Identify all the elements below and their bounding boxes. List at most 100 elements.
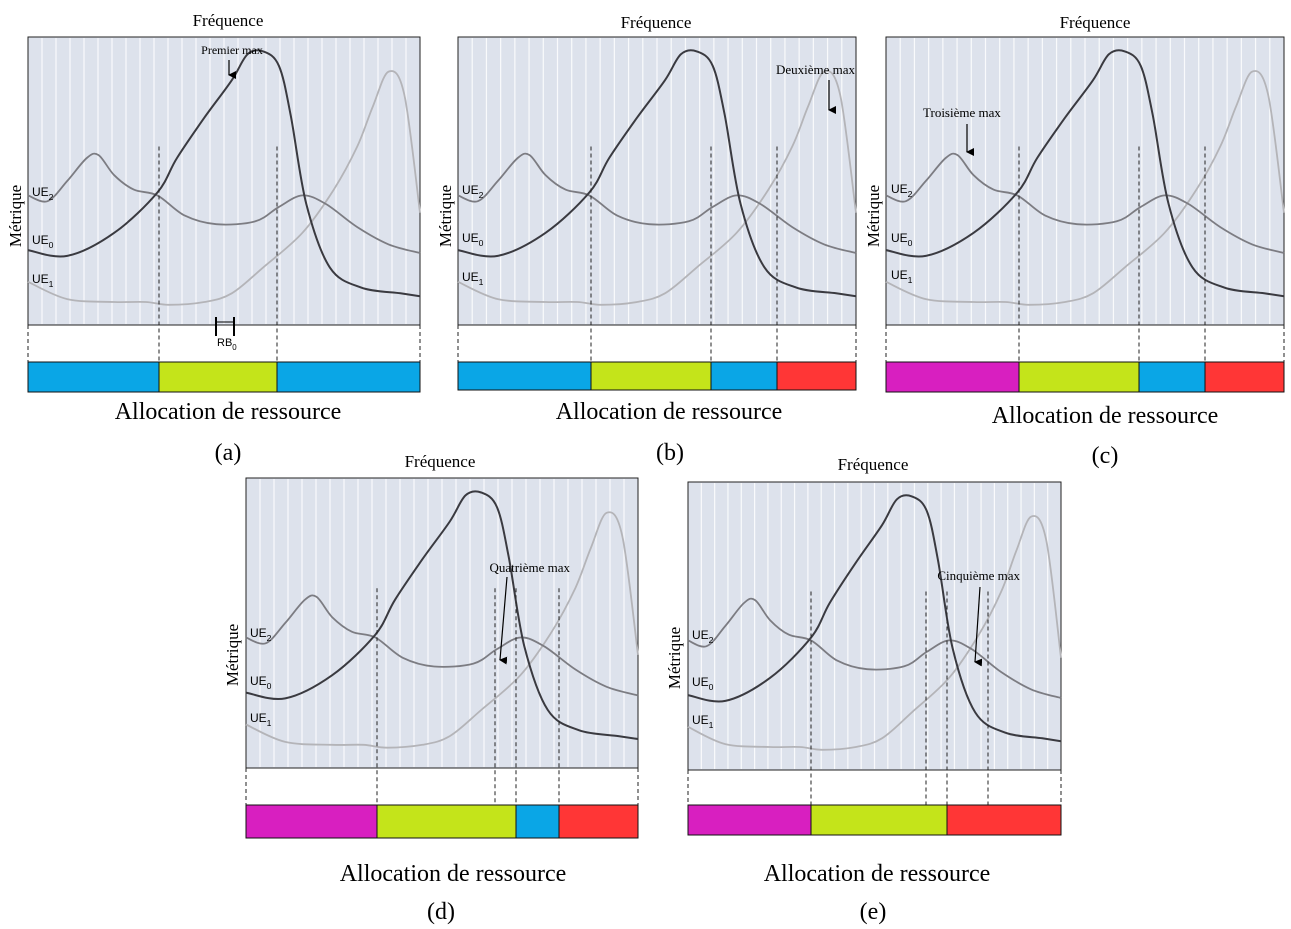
panel-caption: (b) (656, 440, 684, 466)
ue1-label: UE1 (32, 272, 54, 289)
allocation-segment-green (810, 804, 948, 836)
allocation-segment-green (1018, 361, 1140, 393)
ue0-label-sub: 0 (49, 240, 54, 250)
ue1-label: UE1 (250, 711, 272, 728)
allocation-label: Allocation de ressource (556, 399, 783, 425)
frequency-label: Fréquence (193, 11, 264, 30)
ue2-curve (27, 152, 421, 254)
ue0-label: UE0 (462, 231, 484, 248)
metric-label: Métrique (223, 624, 242, 686)
ue1-label-base: UE (891, 268, 908, 282)
panel-caption: (e) (860, 899, 887, 925)
ue0-curve (245, 490, 639, 740)
ue0-label-sub: 0 (709, 682, 714, 692)
ue2-label-base: UE (891, 182, 908, 196)
ue2-label-base: UE (250, 626, 267, 640)
frequency-label: Fréquence (405, 452, 476, 471)
max-annotation-label: Premier max (201, 43, 263, 57)
rb0-label-base: RB (217, 337, 232, 349)
max-annotation-label: Troisième max (923, 105, 1001, 120)
ue2-label-base: UE (462, 183, 479, 197)
rb0-label: RB0 (217, 337, 237, 352)
max-annotation-label: Cinquième max (937, 568, 1020, 583)
ue0-label: UE0 (692, 675, 714, 692)
ue1-curve (27, 70, 421, 306)
ue2-label: UE2 (891, 182, 913, 199)
ue0-label-base: UE (32, 233, 49, 247)
rb0-marker: RB0 (215, 317, 237, 352)
allocation-segment-magenta (245, 804, 378, 839)
ue1-label-base: UE (462, 270, 479, 284)
ue1-label-base: UE (250, 711, 267, 725)
ue0-label-base: UE (250, 674, 267, 688)
ue2-label: UE2 (462, 183, 484, 200)
ue2-label-sub: 2 (267, 633, 272, 643)
allocation-segment-red (946, 804, 1062, 836)
ue0-label: UE0 (891, 231, 913, 248)
ue1-label-sub: 1 (49, 279, 54, 289)
ue1-label-sub: 1 (267, 718, 272, 728)
ue1-label: UE1 (891, 268, 913, 285)
ue1-label: UE1 (692, 713, 714, 730)
max-annotation-arrow (974, 586, 983, 667)
ue2-curve (457, 152, 857, 254)
allocation-segment-red (1204, 361, 1285, 393)
ue2-label-sub: 2 (49, 192, 54, 202)
ue0-curve (27, 49, 421, 298)
max-annotation-label: Quatrième max (490, 560, 571, 575)
metric-label: Métrique (864, 185, 883, 247)
ue2-label: UE2 (250, 626, 272, 643)
panel-caption: (a) (215, 440, 242, 466)
allocation-label: Allocation de ressource (340, 861, 567, 887)
ue1-label-sub: 1 (709, 720, 714, 730)
allocation-label: Allocation de ressource (764, 861, 991, 887)
ue0-label-base: UE (692, 675, 709, 689)
ue0-curve (687, 494, 1062, 743)
frequency-label: Fréquence (838, 455, 909, 474)
ue1-curve (885, 70, 1285, 306)
allocation-segment-magenta (687, 804, 812, 836)
max-annotation-label: Deuxième max (776, 62, 856, 77)
ue1-curve (457, 70, 857, 306)
ue2-label: UE2 (32, 185, 54, 202)
allocation-segment-blue (710, 361, 778, 391)
ue0-label-sub: 0 (479, 238, 484, 248)
ue1-curve (245, 511, 639, 749)
panel-caption: (d) (427, 899, 455, 925)
ue0-label: UE0 (32, 233, 54, 250)
ue1-label-base: UE (32, 272, 49, 286)
ue0-label-sub: 0 (908, 238, 913, 248)
metric-label: Métrique (6, 185, 25, 247)
allocation-label: Allocation de ressource (992, 403, 1219, 429)
allocation-segment-magenta (885, 361, 1020, 393)
allocation-segment-red (558, 804, 639, 839)
ue2-label-base: UE (692, 628, 709, 642)
ue1-label: UE1 (462, 270, 484, 287)
allocation-segment-green (158, 361, 278, 393)
allocation-segment-green (376, 804, 517, 839)
ue0-label: UE0 (250, 674, 272, 691)
allocation-segment-blue (27, 361, 160, 393)
panel-caption: (c) (1092, 443, 1119, 469)
ue1-label-sub: 1 (908, 275, 913, 285)
ue1-curve (687, 515, 1062, 751)
metric-label: Métrique (665, 627, 684, 689)
allocation-segment-blue (1138, 361, 1206, 393)
allocation-segment-blue (457, 361, 592, 391)
ue1-label-base: UE (692, 713, 709, 727)
allocation-label: Allocation de ressource (115, 399, 342, 425)
allocation-segment-red (776, 361, 857, 391)
ue2-label-base: UE (32, 185, 49, 199)
frequency-label: Fréquence (1060, 13, 1131, 32)
allocation-segment-blue (515, 804, 560, 839)
ue2-curve (885, 152, 1285, 254)
ue2-label: UE2 (692, 628, 714, 645)
max-annotation-arrow (499, 576, 508, 665)
allocation-segment-blue (276, 361, 421, 393)
ue0-label-sub: 0 (267, 681, 272, 691)
